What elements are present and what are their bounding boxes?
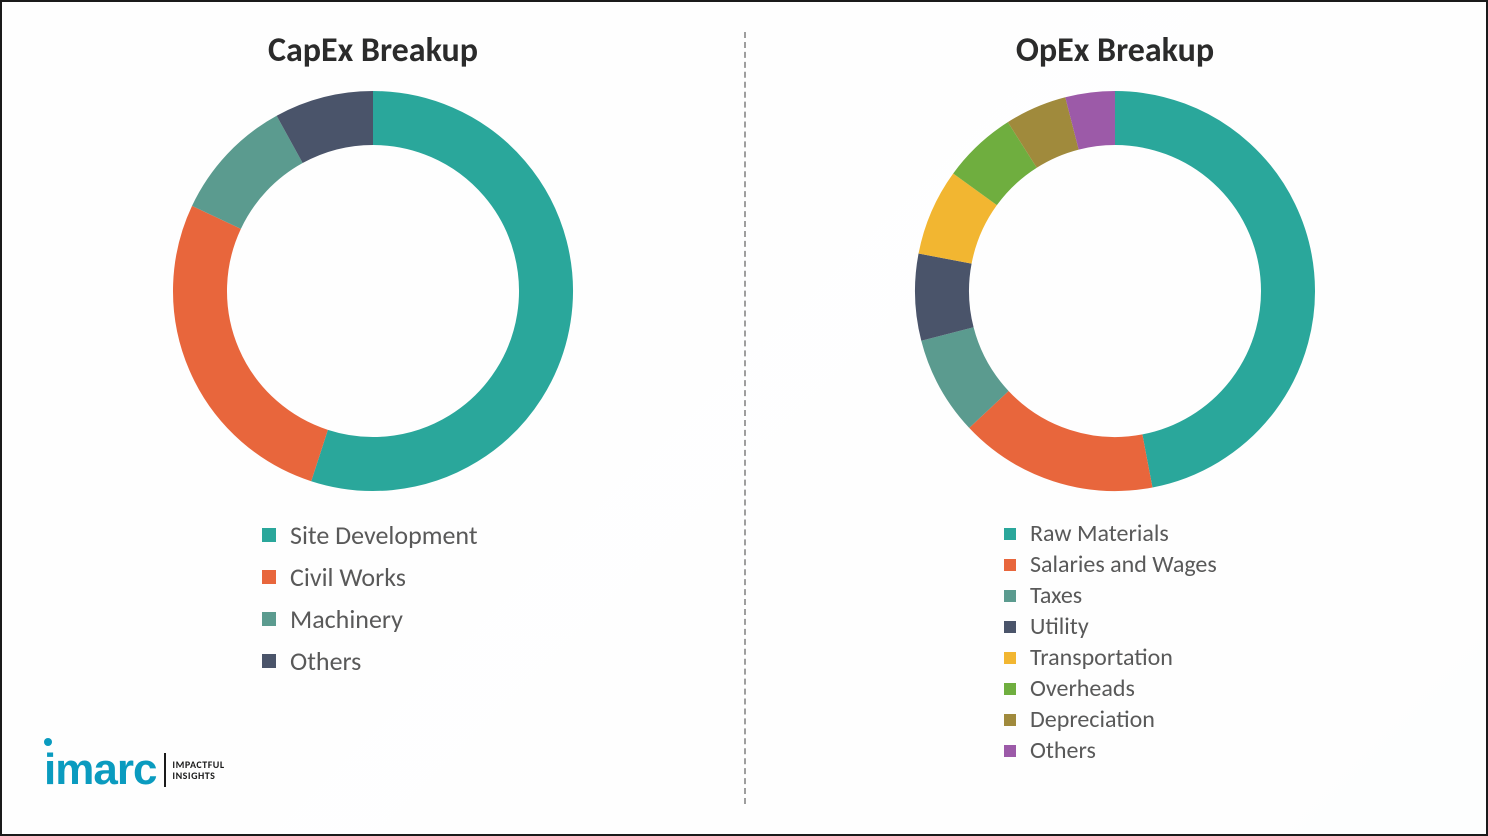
legend-label: Civil Works: [290, 561, 406, 593]
legend-swatch: [262, 570, 276, 584]
brand-separator: [164, 753, 166, 787]
legend-swatch: [262, 654, 276, 668]
legend-label: Overheads: [1030, 674, 1135, 703]
legend-label: Salaries and Wages: [1030, 550, 1217, 579]
legend-swatch: [1004, 652, 1016, 664]
legend-item: Others: [262, 645, 744, 677]
donut-slice: [216, 139, 289, 217]
legend-swatch: [1004, 714, 1016, 726]
legend-item: Transportation: [1004, 643, 1486, 672]
brand-logo: imarc IMPACTFUL INSIGHTS: [44, 748, 225, 792]
legend-label: Others: [290, 645, 361, 677]
legend-item: Taxes: [1004, 581, 1486, 610]
legend-item: Utility: [1004, 612, 1486, 641]
legend-label: Utility: [1030, 612, 1089, 641]
capex-donut-chart: [163, 81, 583, 501]
capex-donut-wrap: [2, 81, 744, 501]
opex-title: OpEx Breakup: [744, 30, 1486, 71]
donut-slice: [1022, 123, 1072, 144]
opex-legend: Raw MaterialsSalaries and WagesTaxesUtil…: [744, 519, 1486, 765]
capex-panel: CapEx Breakup Site Development Civil Work…: [2, 2, 744, 834]
donut-slice: [947, 334, 988, 409]
brand-text: imarc: [44, 745, 156, 794]
legend-item: Civil Works: [262, 561, 744, 593]
opex-donut-chart: [905, 81, 1325, 501]
donut-slice: [1115, 118, 1288, 461]
legend-item: Salaries and Wages: [1004, 550, 1486, 579]
legend-swatch: [1004, 528, 1016, 540]
legend-label: Machinery: [290, 603, 403, 635]
donut-slice: [989, 409, 1148, 464]
legend-swatch: [1004, 745, 1016, 757]
donut-slice: [942, 259, 947, 334]
donut-slice: [1072, 118, 1115, 123]
legend-swatch: [1004, 559, 1016, 571]
legend-swatch: [262, 612, 276, 626]
brand-tagline: IMPACTFUL INSIGHTS: [172, 759, 224, 781]
legend-swatch: [1004, 590, 1016, 602]
donut-slice: [320, 118, 546, 464]
capex-title: CapEx Breakup: [2, 30, 744, 71]
legend-label: Others: [1030, 736, 1096, 765]
legend-label: Raw Materials: [1030, 519, 1169, 548]
legend-swatch: [262, 528, 276, 542]
donut-slice: [200, 217, 320, 455]
brand-dot-icon: [44, 738, 52, 746]
brand-wordmark: imarc: [44, 748, 156, 792]
legend-item: Raw Materials: [1004, 519, 1486, 548]
legend-item: Depreciation: [1004, 705, 1486, 734]
legend-label: Site Development: [290, 519, 478, 551]
legend-label: Transportation: [1030, 643, 1173, 672]
donut-slice: [975, 145, 1022, 189]
legend-item: Overheads: [1004, 674, 1486, 703]
donut-slice: [290, 118, 373, 139]
chart-frame: CapEx Breakup Site Development Civil Work…: [0, 0, 1488, 836]
brand-tagline-line2: INSIGHTS: [172, 770, 224, 781]
legend-item: Others: [1004, 736, 1486, 765]
legend-item: Machinery: [262, 603, 744, 635]
donut-slice: [945, 189, 975, 258]
capex-legend: Site Development Civil Works Machinery Othe…: [2, 519, 744, 677]
legend-item: Site Development: [262, 519, 744, 551]
legend-label: Depreciation: [1030, 705, 1155, 734]
legend-swatch: [1004, 621, 1016, 633]
opex-donut-wrap: [744, 81, 1486, 501]
legend-swatch: [1004, 683, 1016, 695]
opex-panel: OpEx Breakup Raw MaterialsSalaries and W…: [744, 2, 1486, 834]
legend-label: Taxes: [1030, 581, 1082, 610]
